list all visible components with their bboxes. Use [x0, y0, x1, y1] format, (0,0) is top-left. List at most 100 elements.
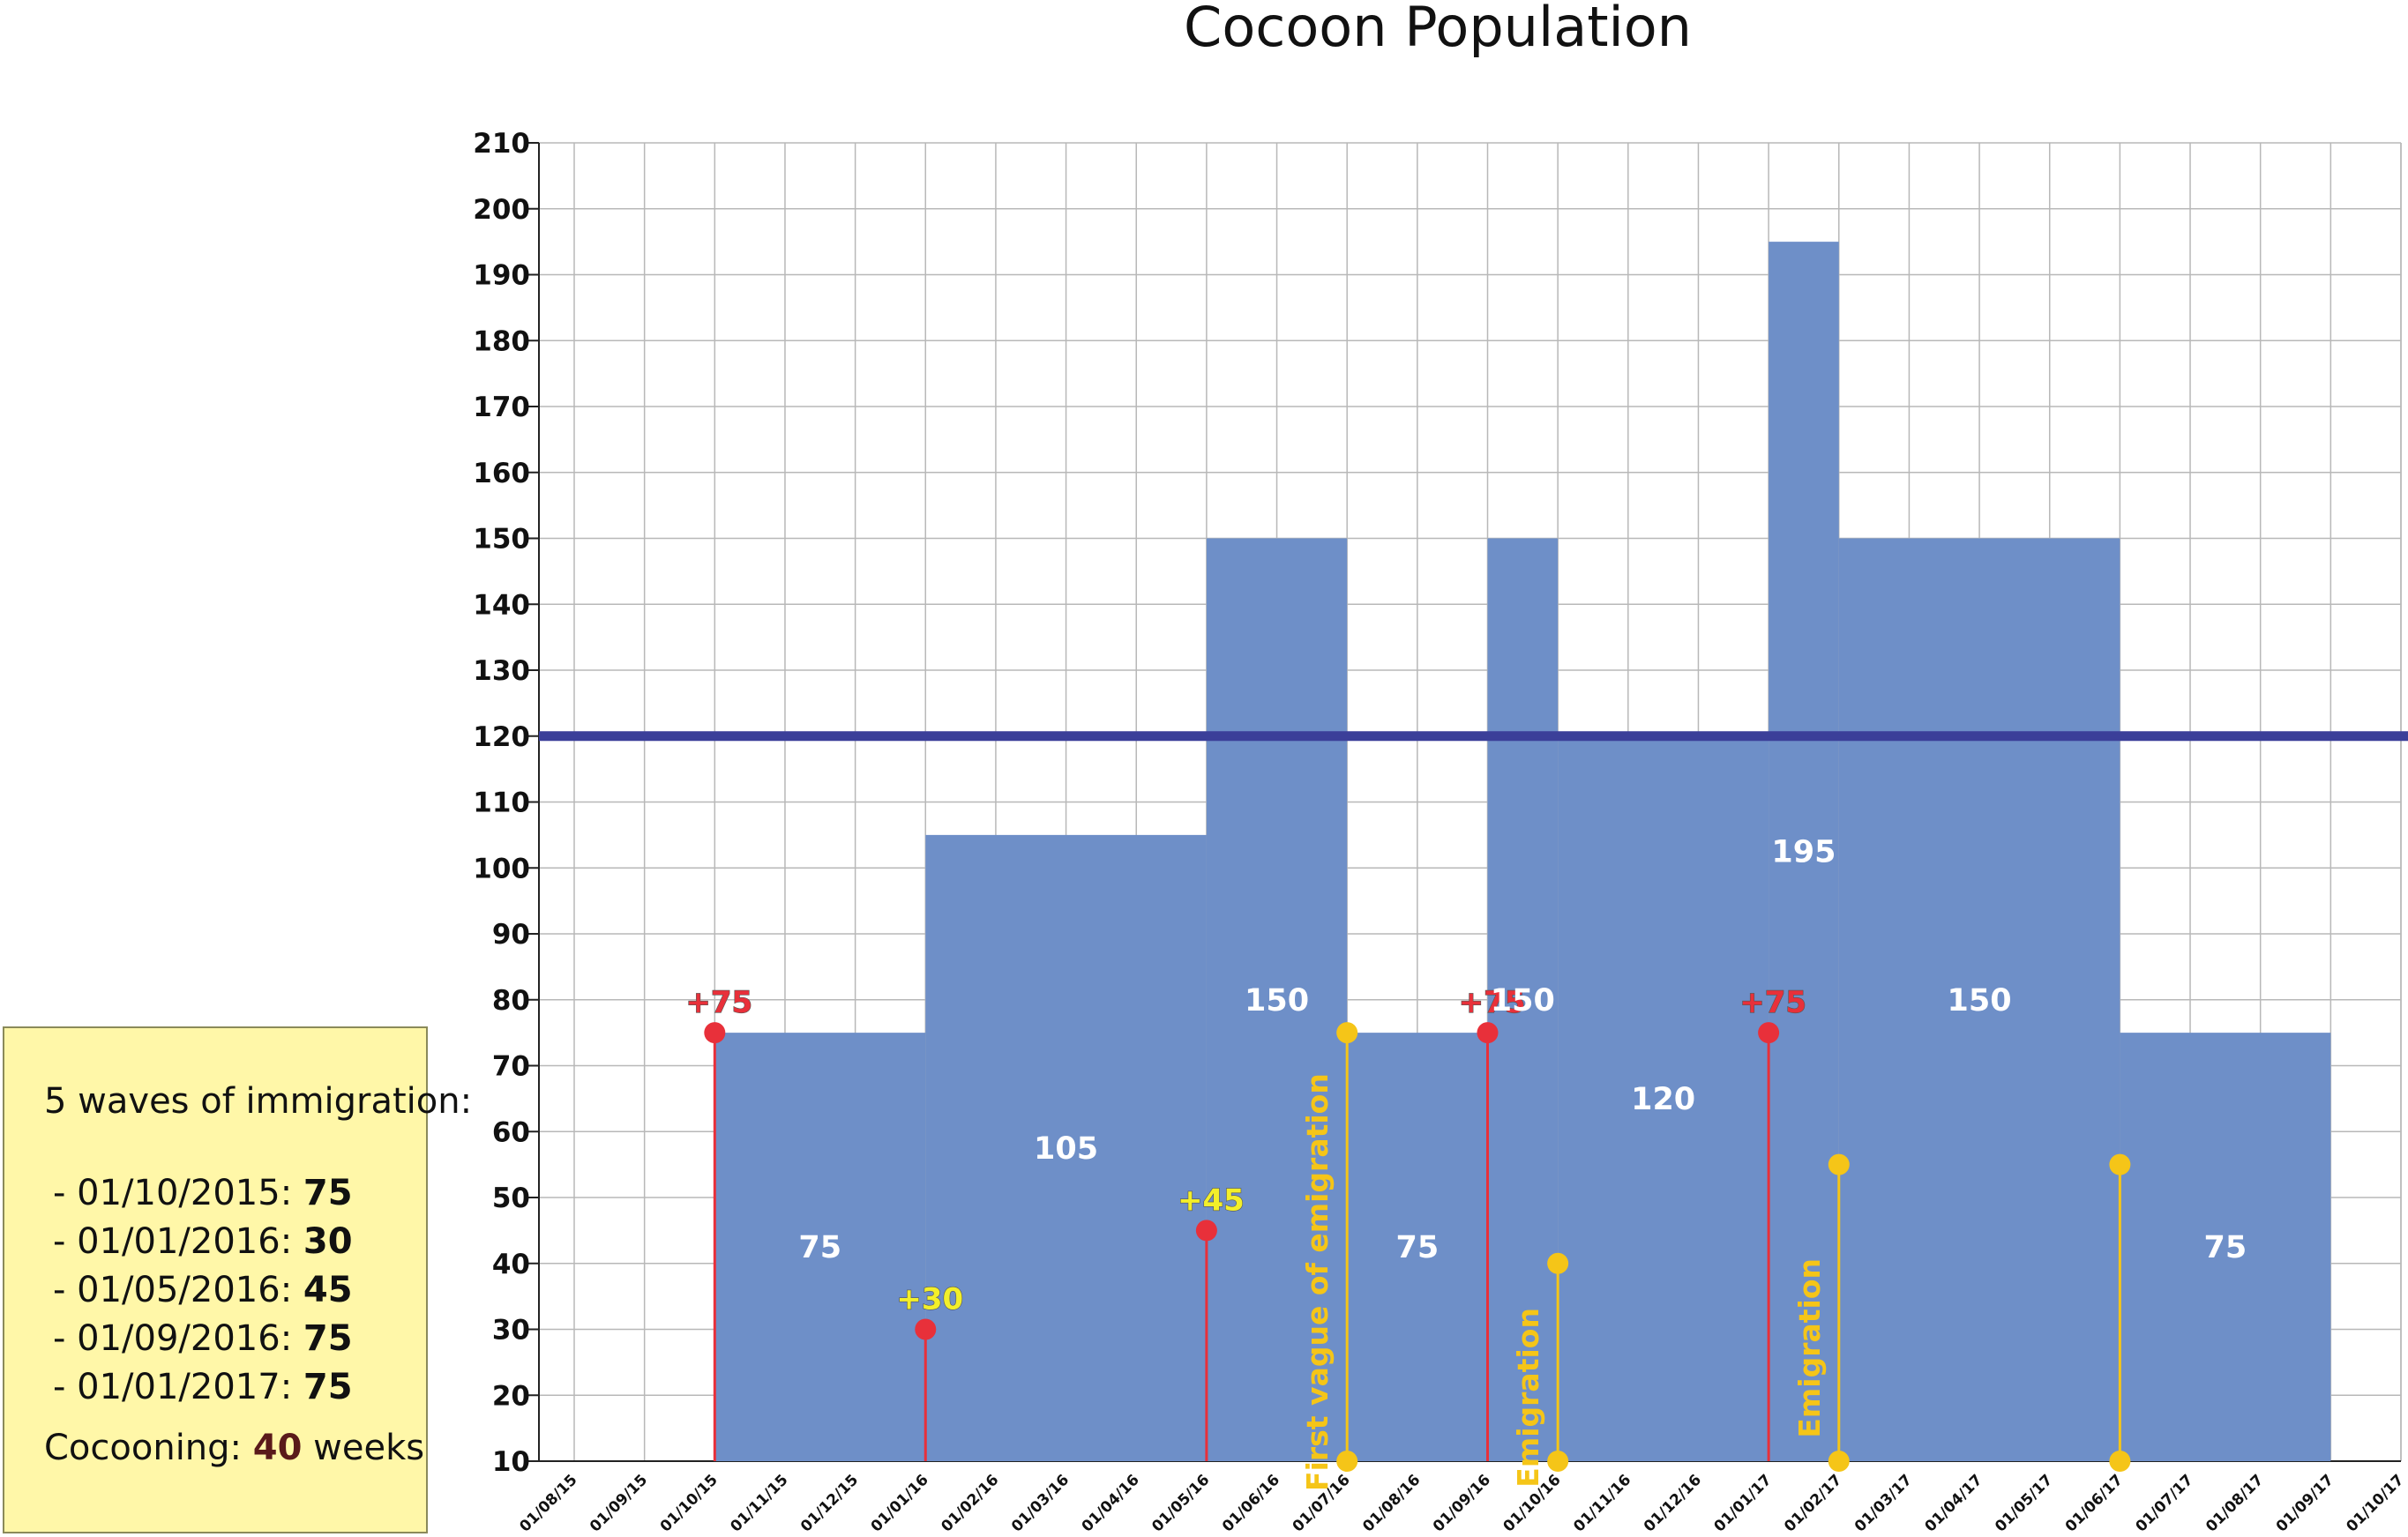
bar-value-label: 75: [2204, 1230, 2247, 1265]
y-tick-label: 210: [473, 128, 530, 160]
x-tick-label: 01/11/16: [1570, 1471, 1634, 1535]
y-tick-label: 10: [492, 1446, 530, 1478]
emigration-dot-top: [1336, 1022, 1358, 1044]
immigration-dot: [1477, 1022, 1499, 1044]
immigration-wave-item: - 01/09/2016: 75: [53, 1315, 353, 1363]
wave-count: 30: [303, 1221, 353, 1262]
y-tick-label: 180: [473, 325, 530, 357]
x-tick-label: 01/02/16: [938, 1471, 1002, 1535]
wave-date: - 01/09/2016:: [53, 1318, 303, 1359]
population-bar: [2120, 1033, 2331, 1461]
wave-count: 75: [303, 1318, 353, 1359]
x-tick-label: 01/12/16: [1641, 1471, 1705, 1535]
immigration-dot: [915, 1318, 937, 1340]
cocooning-unit: weeks: [302, 1428, 425, 1468]
population-bar: [1206, 538, 1348, 1461]
emigration-dot-top: [1547, 1252, 1569, 1274]
x-tick-label: 01/09/16: [1430, 1471, 1494, 1535]
y-tick-label: 120: [473, 721, 530, 753]
emigration-label: Emigration: [1792, 1258, 1827, 1438]
x-tick-label: 01/01/16: [868, 1471, 932, 1535]
bar-value-label: 150: [1245, 983, 1309, 1018]
y-tick-label: 90: [492, 919, 530, 951]
cocooning-weeks-value: 40: [252, 1428, 303, 1468]
bar-value-label: 150: [1948, 983, 2012, 1018]
immigration-wave-item: - 01/01/2016: 30: [53, 1218, 353, 1266]
bar-value-label: 75: [798, 1230, 841, 1265]
y-tick-label: 110: [473, 787, 530, 819]
immigration-markers: +75 +30 +45 +75 +75: [685, 985, 1807, 1461]
immigration-label: +30: [896, 1282, 963, 1317]
x-tick-label: 01/05/17: [1992, 1471, 2056, 1535]
immigration-wave-item: - 01/01/2017: 75: [53, 1363, 353, 1412]
emigration-dot-top: [1828, 1153, 1850, 1175]
emigration-dot-top: [2109, 1153, 2131, 1175]
x-tick-label: 01/09/17: [2273, 1471, 2337, 1535]
x-tick-label: 01/08/15: [516, 1471, 580, 1535]
bar-value-label: 195: [1771, 835, 1836, 870]
y-tick-label: 190: [473, 260, 530, 292]
y-tick-label: 150: [473, 524, 530, 556]
population-bar: [1347, 1033, 1488, 1461]
immigration-dot: [704, 1022, 726, 1044]
y-tick-label: 20: [492, 1380, 530, 1412]
x-tick-label: 01/09/15: [587, 1471, 651, 1535]
immigration-label: +75: [1739, 985, 1806, 1020]
wave-count: 45: [303, 1270, 353, 1310]
bar-value-labels: 75 105 150 75 150 120 195 150 75: [798, 835, 2247, 1266]
wave-date: - 01/05/2016:: [53, 1270, 303, 1310]
immigration-label: +75: [685, 985, 752, 1020]
emigration-dot-bottom: [1336, 1451, 1358, 1472]
wave-date: - 01/01/2016:: [53, 1221, 303, 1262]
x-tick-label: 01/07/17: [2132, 1471, 2196, 1535]
immigration-wave-item: - 01/10/2015: 75: [53, 1169, 353, 1218]
x-tick-label: 01/03/17: [1851, 1471, 1916, 1535]
population-bar: [1769, 242, 1839, 1461]
y-tick-label: 140: [473, 589, 530, 621]
emigration-label: Emigration: [1511, 1308, 1545, 1488]
wave-count: 75: [303, 1173, 353, 1213]
y-tick-label: 60: [492, 1116, 530, 1148]
x-axis: 01/08/15 01/09/15 01/10/15 01/11/15 01/12/15…: [516, 1471, 2407, 1535]
x-tick-label: 01/02/17: [1781, 1471, 1845, 1535]
bar-value-label: 120: [1631, 1082, 1695, 1117]
x-tick-label: 01/04/17: [1922, 1471, 1986, 1535]
emigration-label: First vague of emigration: [1300, 1073, 1335, 1491]
wave-date: - 01/10/2015:: [53, 1173, 303, 1213]
immigration-info-box: 5 waves of immigration: - 01/10/2015: 75…: [3, 1026, 472, 1533]
x-tick-label: 01/01/17: [1711, 1471, 1776, 1535]
emigration-dot-bottom: [2109, 1451, 2131, 1472]
population-bar: [925, 834, 1207, 1461]
cocooning-label: Cocooning:: [44, 1428, 253, 1468]
x-tick-label: 01/06/16: [1219, 1471, 1283, 1535]
x-tick-label: 01/10/15: [657, 1471, 722, 1535]
y-tick-label: 200: [473, 194, 530, 226]
wave-count: 75: [303, 1367, 353, 1407]
population-bar: [714, 1033, 926, 1461]
y-tick-label: 130: [473, 655, 530, 687]
y-tick-label: 50: [492, 1183, 530, 1214]
info-box-title: 5 waves of immigration:: [44, 1081, 473, 1122]
y-tick-label: 160: [473, 458, 530, 489]
population-bar: [1487, 538, 1559, 1461]
immigration-dot: [1758, 1022, 1780, 1044]
immigration-label: +75: [1459, 985, 1526, 1020]
population-bar: [1558, 735, 1769, 1461]
population-bar: [1838, 538, 2120, 1461]
bar-value-label: 150: [1491, 983, 1555, 1018]
y-tick-label: 30: [492, 1315, 530, 1347]
y-tick-label: 80: [492, 985, 530, 1017]
x-tick-label: 01/08/16: [1359, 1471, 1424, 1535]
y-tick-label: 40: [492, 1249, 530, 1280]
population-bars: [714, 242, 2331, 1461]
emigration-dot-bottom: [1547, 1451, 1569, 1472]
emigration-dot-bottom: [1828, 1451, 1850, 1472]
x-tick-label: 01/11/15: [727, 1471, 791, 1535]
immigration-wave-item: - 01/05/2016: 45: [53, 1266, 353, 1315]
chart-title: Cocoon Population: [1184, 0, 1692, 59]
x-tick-label: 01/03/16: [1008, 1471, 1073, 1535]
x-tick-label: 01/12/15: [797, 1471, 862, 1535]
cocooning-duration: Cocooning: 40 weeks: [44, 1428, 424, 1468]
bar-value-label: 75: [1395, 1230, 1439, 1265]
